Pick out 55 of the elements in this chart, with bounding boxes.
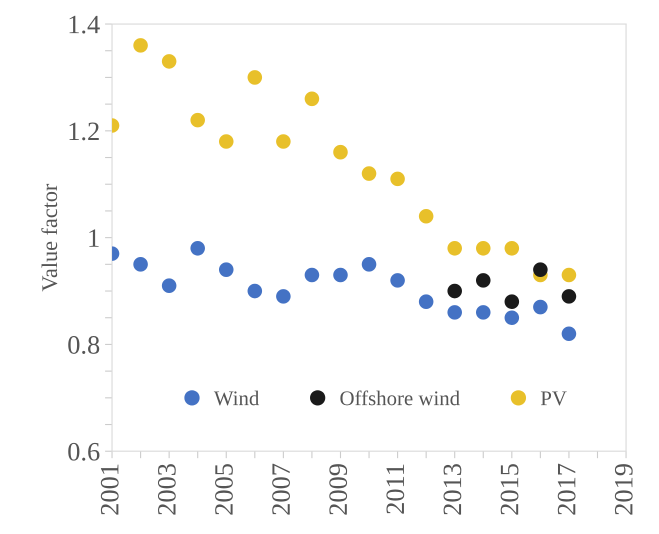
y-axis-title: Value factor [41,184,58,292]
point [133,257,148,272]
x-tick-label: 2001 [100,464,119,515]
point [476,241,491,256]
point [362,257,376,272]
legend-label: Offshore wind [340,390,460,406]
point [418,294,434,309]
x-tick-label: 2003 [158,464,176,515]
point [533,300,548,314]
point [162,54,176,69]
x-tick-label: 2015 [500,464,518,515]
point [390,172,405,186]
point [562,326,576,342]
x-tick-label: 2013 [444,464,462,515]
y-tick-label: 1 [89,229,99,247]
point [190,241,205,256]
point [333,144,348,160]
point [133,38,148,53]
point [276,134,291,149]
point [162,278,176,293]
point [418,208,434,224]
legend-label: Wind [214,390,260,406]
point [248,70,262,85]
point [504,294,520,309]
point [362,166,376,181]
x-tick-label: 2011 [386,464,404,514]
point [504,241,520,256]
point [447,241,462,256]
point [304,92,320,106]
x-tick-label: 2005 [215,464,233,515]
legend-label: PV [540,391,567,406]
point [533,262,548,277]
x-tick-label: 2007 [272,464,290,515]
point [248,284,262,298]
y-tick-label: 0.6 [68,442,100,461]
point [276,289,291,304]
point [218,134,234,149]
point [304,268,320,282]
point [447,284,462,298]
y-tick-label: 1.2 [70,122,99,140]
point [218,262,234,277]
point [562,289,576,304]
point [504,310,520,326]
point [562,268,576,282]
x-tick-label: 2017 [558,464,576,515]
point [476,305,491,320]
x-tick-label: 2009 [329,464,348,515]
y-tick-label: 1.4 [70,16,100,34]
point [190,112,205,128]
point [476,273,491,288]
point [333,268,348,282]
point [447,305,462,320]
y-tick-label: 0.8 [68,336,100,354]
x-tick-label: 2019 [614,464,633,515]
point [390,273,405,288]
